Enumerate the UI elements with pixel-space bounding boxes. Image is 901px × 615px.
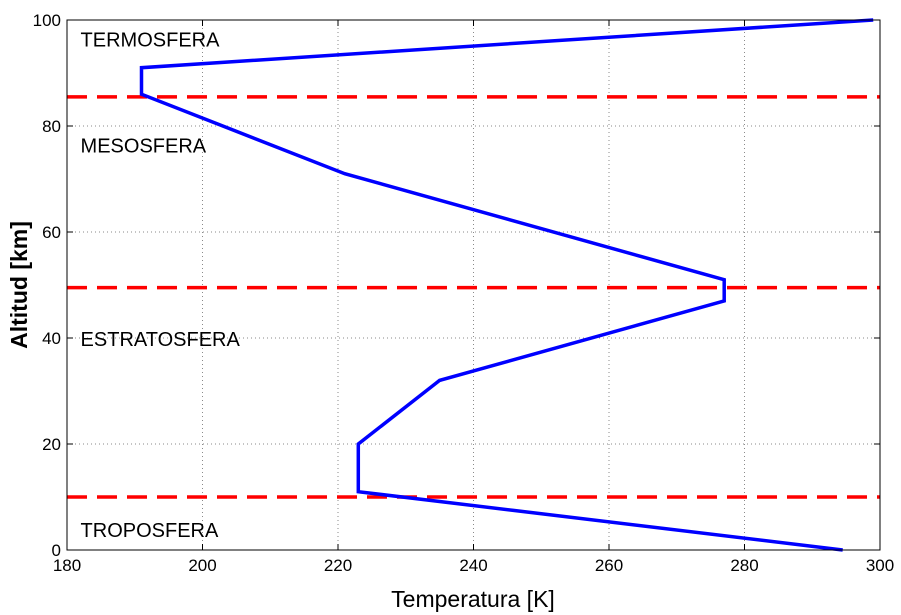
y-axis-title: Altitud [km] [6,221,32,349]
layer-label: TROPOSFERA [81,520,219,542]
x-tick-label: 260 [595,556,623,575]
x-axis-title: Temperatura [K] [391,586,555,612]
layer-label: ESTRATOSFERA [81,329,241,351]
layer-label: TERMOSFERA [81,30,221,52]
y-tick-label: 100 [33,11,61,30]
x-tick-label: 300 [866,556,894,575]
axis-ticks: 180 200 220 240 260 280 300 0 20 40 60 80 100 [33,11,895,575]
x-tick-label: 200 [188,556,216,575]
layer-label: MESOSFERA [81,136,207,158]
grid [67,20,880,550]
x-tick-label: 180 [53,556,81,575]
series-lines [139,18,874,552]
y-tick-label: 20 [42,435,61,454]
y-tick-label: 40 [42,329,61,348]
layer-annotations: TERMOSFERA MESOSFERA ESTRATOSFERA TROPOSFER… [81,30,241,542]
y-tick-label: 0 [52,541,61,560]
y-tick-label: 60 [42,223,61,242]
x-tick-label: 280 [730,556,758,575]
y-tick-label: 80 [42,117,61,136]
layer-boundaries [67,95,880,499]
temperature-profile-line [139,18,874,552]
x-tick-label: 220 [324,556,352,575]
x-tick-label: 240 [459,556,487,575]
